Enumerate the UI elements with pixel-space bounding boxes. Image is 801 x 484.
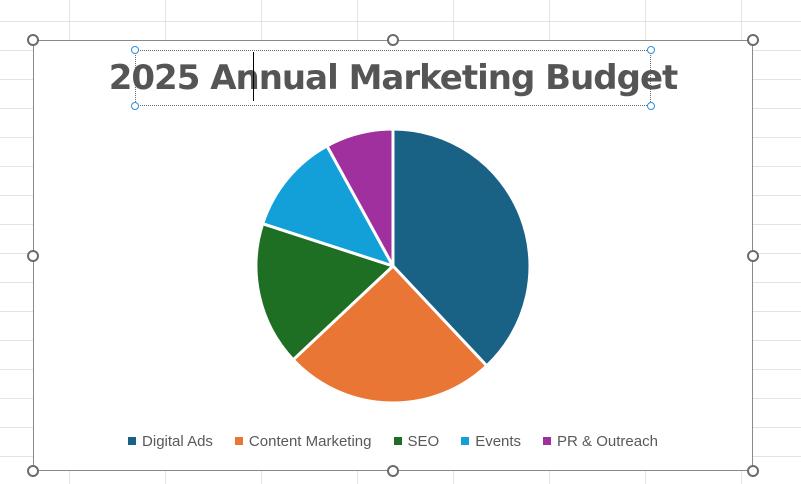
legend-swatch	[543, 437, 552, 445]
pie-slice-events[interactable]	[261, 144, 395, 268]
legend-item-pr-outreach[interactable]: PR & Outreach	[543, 433, 658, 450]
resize-handle-top[interactable]	[387, 34, 399, 46]
legend-swatch	[393, 437, 402, 445]
pie-slice-content-marketing[interactable]	[291, 264, 489, 405]
chart-legend: Digital Ads Content Marketing SEO Events PR …	[33, 430, 753, 452]
legend-label: Events	[475, 432, 522, 450]
legend-item-digital-ads[interactable]: Digital Ads	[128, 433, 213, 450]
title-handle-bottom-left[interactable]	[131, 102, 139, 110]
resize-handle-right[interactable]	[747, 250, 759, 262]
chart-title-box[interactable]: 2025 Annual Marketing Budget	[109, 50, 678, 106]
legend-item-seo[interactable]: SEO	[393, 432, 440, 450]
pie-slice-pr-outreach[interactable]	[325, 127, 395, 268]
resize-handle-bottom[interactable]	[387, 465, 399, 477]
title-handle-bottom-right[interactable]	[647, 102, 655, 110]
legend-swatch	[234, 437, 243, 445]
resize-handle-top-right[interactable]	[747, 34, 759, 46]
resize-handle-left[interactable]	[27, 250, 39, 262]
legend-swatch	[128, 437, 137, 445]
legend-label: SEO	[407, 432, 440, 450]
resize-handle-top-left[interactable]	[27, 34, 39, 46]
title-handle-top-right[interactable]	[647, 46, 655, 54]
pie-slice-seo[interactable]	[254, 222, 395, 362]
chart-title[interactable]: 2025 Annual Marketing Budget	[108, 58, 679, 98]
text-cursor	[253, 52, 254, 101]
legend-item-content-marketing[interactable]: Content Marketing	[234, 432, 372, 450]
legend-item-events[interactable]: Events	[461, 433, 521, 450]
resize-handle-bottom-left[interactable]	[27, 465, 39, 477]
pie-slice-digital-ads[interactable]	[391, 127, 532, 368]
title-handle-top-left[interactable]	[131, 46, 139, 54]
legend-label: PR & Outreach	[557, 432, 658, 450]
resize-handle-bottom-right[interactable]	[747, 465, 759, 477]
legend-label: Content Marketing	[248, 432, 372, 450]
legend-label: Digital Ads	[142, 432, 213, 450]
legend-swatch	[461, 437, 470, 445]
